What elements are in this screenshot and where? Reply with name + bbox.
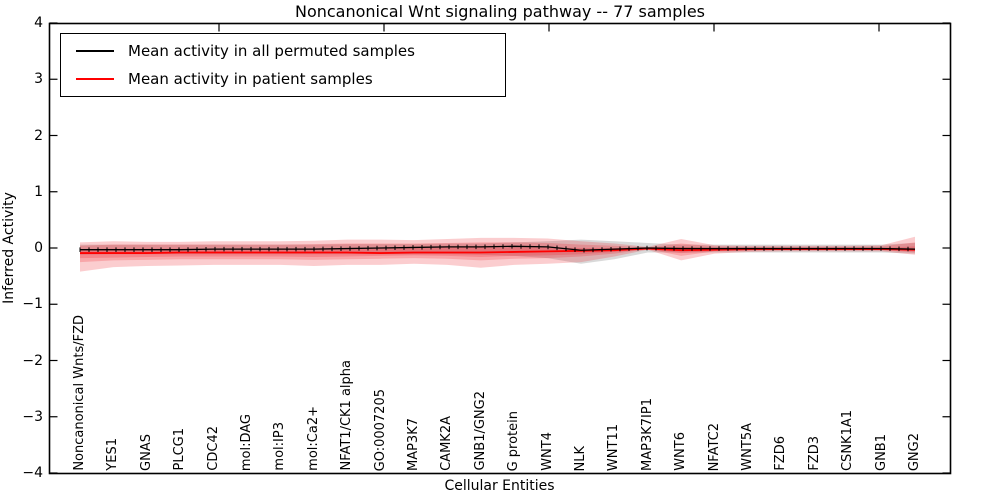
patient-band-outer: [80, 236, 915, 272]
x-category-label: PLCG1: [172, 428, 188, 471]
x-category-label: NFATC2: [706, 422, 722, 471]
x-category-label: GNB1: [873, 434, 889, 471]
y-axis-label: Inferred Activity: [1, 192, 17, 304]
x-category-label: WNT6: [673, 432, 689, 471]
x-category-label: NLK: [573, 445, 588, 472]
x-category-label: GNG2: [907, 432, 922, 471]
x-category-label: GO:0007205: [372, 388, 388, 471]
x-category-label: Noncanonical Wnts/FZD: [72, 315, 87, 471]
x-category-label: WNT11: [606, 423, 622, 471]
y-tick-label: 1: [34, 183, 43, 200]
x-category-label: GNB1/GNG2: [472, 391, 488, 471]
permuted-line-sample-icon: [76, 50, 114, 52]
x-category-label: NFAT1/CK1 alpha: [339, 360, 355, 471]
x-category-label: CDC42: [205, 426, 221, 471]
y-axis-ticks: [49, 22, 951, 474]
x-category-label: FZD3: [806, 436, 822, 471]
x-category-label: G protein: [506, 410, 522, 471]
top-axis-ticks: [218, 23, 880, 32]
x-category-label: WNT4: [539, 432, 555, 471]
legend: Mean activity in all permuted samples Me…: [60, 33, 506, 97]
y-tick-label: −2: [22, 352, 43, 369]
x-category-label: GNAS: [138, 434, 154, 471]
x-category-label: WNT5A: [740, 423, 755, 471]
chart-title: Noncanonical Wnt signaling pathway -- 77…: [294, 2, 706, 21]
x-category-label: MAP3K7IP1: [639, 398, 655, 471]
y-tick-label: −4: [22, 465, 43, 481]
permuted-line-markers: [79, 244, 909, 253]
x-axis-label: Cellular Entities: [444, 478, 555, 494]
x-category-label: MAP3K7: [406, 417, 421, 471]
permuted-mean-line: [80, 245, 916, 251]
x-category-label: mol:Ca2+: [305, 406, 321, 471]
y-tick-label: 0: [34, 240, 43, 256]
legend-item-label: Mean activity in patient samples: [128, 70, 373, 88]
patient-line-sample-icon: [76, 78, 114, 80]
x-category-label: FZD6: [773, 436, 789, 471]
y-tick-label: 4: [34, 15, 43, 31]
x-category-label: CSNK1A1: [840, 409, 856, 471]
x-category-label: mol:IP3: [272, 422, 288, 471]
x-category-label: YES1: [105, 438, 121, 471]
legend-item-permuted: Mean activity in all permuted samples: [61, 38, 505, 64]
x-category-label: CAMK2A: [439, 416, 455, 471]
y-tick-label: −3: [22, 408, 43, 425]
y-tick-label: −1: [22, 296, 43, 313]
y-tick-label: 2: [34, 127, 43, 144]
legend-item-patient: Mean activity in patient samples: [61, 66, 505, 92]
y-tick-label: 3: [34, 71, 43, 88]
legend-item-label: Mean activity in all permuted samples: [128, 42, 415, 60]
x-category-label: mol:DAG: [239, 413, 254, 471]
